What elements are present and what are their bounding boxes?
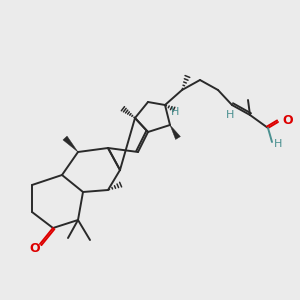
Polygon shape [170,125,180,140]
Text: O: O [30,242,40,254]
Text: H: H [171,107,179,117]
Text: H: H [274,139,282,149]
Polygon shape [63,136,78,152]
Text: H: H [226,110,234,120]
Text: O: O [282,113,292,127]
